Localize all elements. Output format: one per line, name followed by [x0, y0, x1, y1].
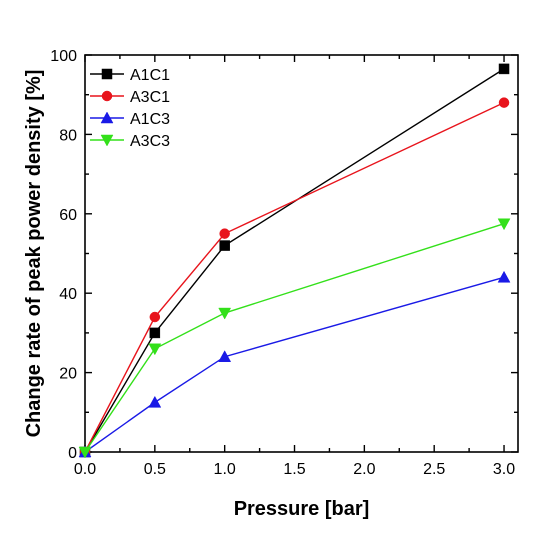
y-tick-label: 80 [59, 127, 77, 144]
legend-label: A1C1 [130, 67, 170, 84]
series-a3c1 [79, 97, 510, 458]
legend-marker [101, 90, 113, 102]
data-point [219, 228, 230, 239]
y-tick-label: 20 [59, 366, 77, 383]
y-tick-label: 0 [68, 445, 77, 462]
legend-marker [100, 111, 114, 124]
series-line [84, 68, 505, 453]
data-point [149, 327, 161, 339]
data-point [149, 311, 161, 323]
legend-item: A1C1 [90, 67, 170, 84]
x-tick-label: 2.0 [353, 461, 375, 478]
legend-marker [101, 68, 113, 80]
series-a1c3 [78, 270, 511, 458]
y-tick-label: 100 [50, 48, 77, 65]
x-tick-label: 1.0 [214, 461, 236, 478]
data-point [218, 307, 232, 320]
legend-label: A3C3 [130, 133, 170, 150]
data-point [498, 63, 510, 75]
x-tick-label: 0.5 [144, 461, 166, 478]
series-line [84, 276, 505, 453]
data-point [497, 218, 511, 231]
y-tick-label: 60 [59, 207, 77, 224]
legend-marker [100, 134, 114, 147]
legend-item: A3C3 [90, 133, 170, 150]
y-axis-ticks: 0 20 40 60 80 100 [50, 48, 518, 462]
x-tick-label: 2.5 [423, 461, 445, 478]
data-point [78, 446, 92, 459]
series-layer [78, 63, 511, 459]
data-point [148, 343, 162, 356]
legend-label: A3C1 [130, 89, 170, 106]
legend-item: A3C1 [90, 89, 170, 106]
legend-label: A1C3 [130, 111, 170, 128]
y-tick-label: 40 [59, 286, 77, 303]
x-axis-title: Pressure [bar] [234, 498, 370, 520]
series-line [84, 223, 505, 453]
data-point [498, 97, 510, 108]
data-point [219, 240, 230, 251]
x-tick-label: 3.0 [493, 461, 515, 478]
y-axis-title: Change rate of peak power density [%] [23, 70, 45, 438]
series-a3c3 [78, 218, 511, 459]
data-point [497, 270, 511, 283]
data-point [148, 395, 162, 408]
x-tick-label: 1.5 [283, 461, 305, 478]
x-tick-label: 0.0 [74, 461, 96, 478]
x-axis-ticks: 0.0 0.5 1.0 1.5 2.0 2.5 3.0 [74, 55, 515, 478]
legend: A1C1 A3C1 A1C3 A3C3 [90, 67, 170, 150]
series-line [84, 102, 505, 453]
legend-item: A1C3 [90, 111, 170, 128]
data-point [218, 350, 232, 362]
